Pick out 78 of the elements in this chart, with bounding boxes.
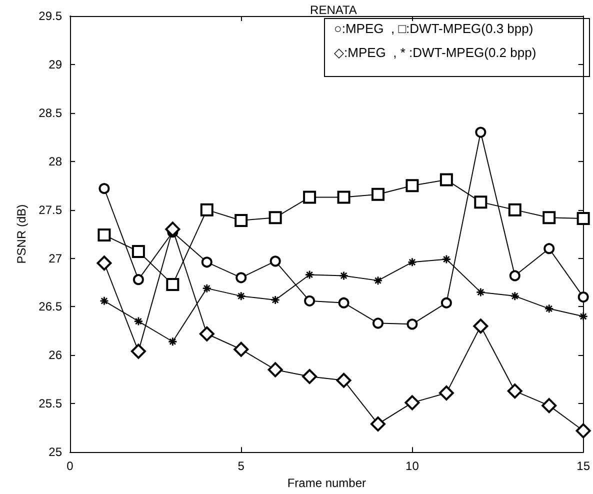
point xyxy=(370,416,386,432)
annotation: ○:MPEG , □:DWT-MPEG(0.3 bpp) xyxy=(334,21,534,36)
x-tick-label: 10 xyxy=(406,459,420,474)
point xyxy=(201,256,212,268)
chart-title: RENATA xyxy=(310,3,357,17)
y-tick-label: 28 xyxy=(48,154,62,168)
point xyxy=(132,244,145,258)
point xyxy=(544,304,554,314)
point xyxy=(337,190,350,204)
y-tick-label: 26 xyxy=(48,348,62,362)
point xyxy=(371,188,384,201)
point xyxy=(576,212,590,226)
point xyxy=(166,278,180,291)
point xyxy=(199,326,214,342)
point xyxy=(200,203,214,216)
point xyxy=(268,362,283,378)
point xyxy=(440,297,452,308)
point xyxy=(304,270,314,280)
point xyxy=(234,214,248,227)
point xyxy=(268,211,282,224)
point xyxy=(474,196,488,209)
point xyxy=(130,344,146,359)
x-tick-label: 5 xyxy=(238,459,245,474)
point xyxy=(132,274,144,286)
point xyxy=(168,336,178,346)
y-tick-label: 25.5 xyxy=(38,396,62,411)
point xyxy=(303,190,316,204)
point xyxy=(510,291,520,301)
point xyxy=(442,254,452,264)
y-tick-label: 28.5 xyxy=(38,106,62,120)
point xyxy=(202,284,212,294)
y-tick-label: 27.5 xyxy=(38,202,62,217)
point xyxy=(509,270,520,282)
point xyxy=(100,296,109,306)
point xyxy=(304,295,316,306)
point xyxy=(404,395,420,410)
y-tick-label: 25 xyxy=(48,445,62,460)
point xyxy=(508,203,522,216)
point xyxy=(507,384,522,399)
point xyxy=(544,243,555,254)
y-tick-label: 29 xyxy=(48,57,62,72)
point xyxy=(336,372,352,388)
y-tick-label: 26.5 xyxy=(38,300,62,314)
point xyxy=(236,272,247,284)
point xyxy=(302,369,318,384)
x-tick-label: 0 xyxy=(66,459,74,474)
point xyxy=(270,295,280,305)
point xyxy=(475,126,486,138)
point xyxy=(236,291,246,301)
point xyxy=(339,271,348,280)
point xyxy=(438,385,454,400)
y-tick-label: 29.5 xyxy=(38,9,62,23)
point xyxy=(98,228,111,242)
point xyxy=(165,222,180,237)
point xyxy=(373,276,383,286)
point xyxy=(578,312,588,322)
point xyxy=(134,316,144,326)
point xyxy=(408,257,417,267)
point xyxy=(473,318,488,334)
point xyxy=(338,297,350,308)
point xyxy=(96,256,112,271)
point xyxy=(406,179,419,192)
y-tick-label: 27 xyxy=(48,251,62,266)
x-axis-title: Frame number xyxy=(287,476,366,490)
x-tick-label: 15 xyxy=(576,459,590,474)
point xyxy=(234,342,249,357)
y-axis-title: PSNR (dB) xyxy=(14,204,29,264)
point xyxy=(270,256,281,267)
point xyxy=(542,211,556,224)
point xyxy=(98,183,110,194)
point xyxy=(578,292,589,303)
annotation: ◇:MPEG , * :DWT-MPEG(0.2 bpp) xyxy=(334,45,536,60)
point xyxy=(372,318,384,329)
point xyxy=(542,398,557,414)
point xyxy=(576,423,591,438)
point xyxy=(476,287,486,297)
point xyxy=(440,173,453,186)
point xyxy=(406,318,418,330)
